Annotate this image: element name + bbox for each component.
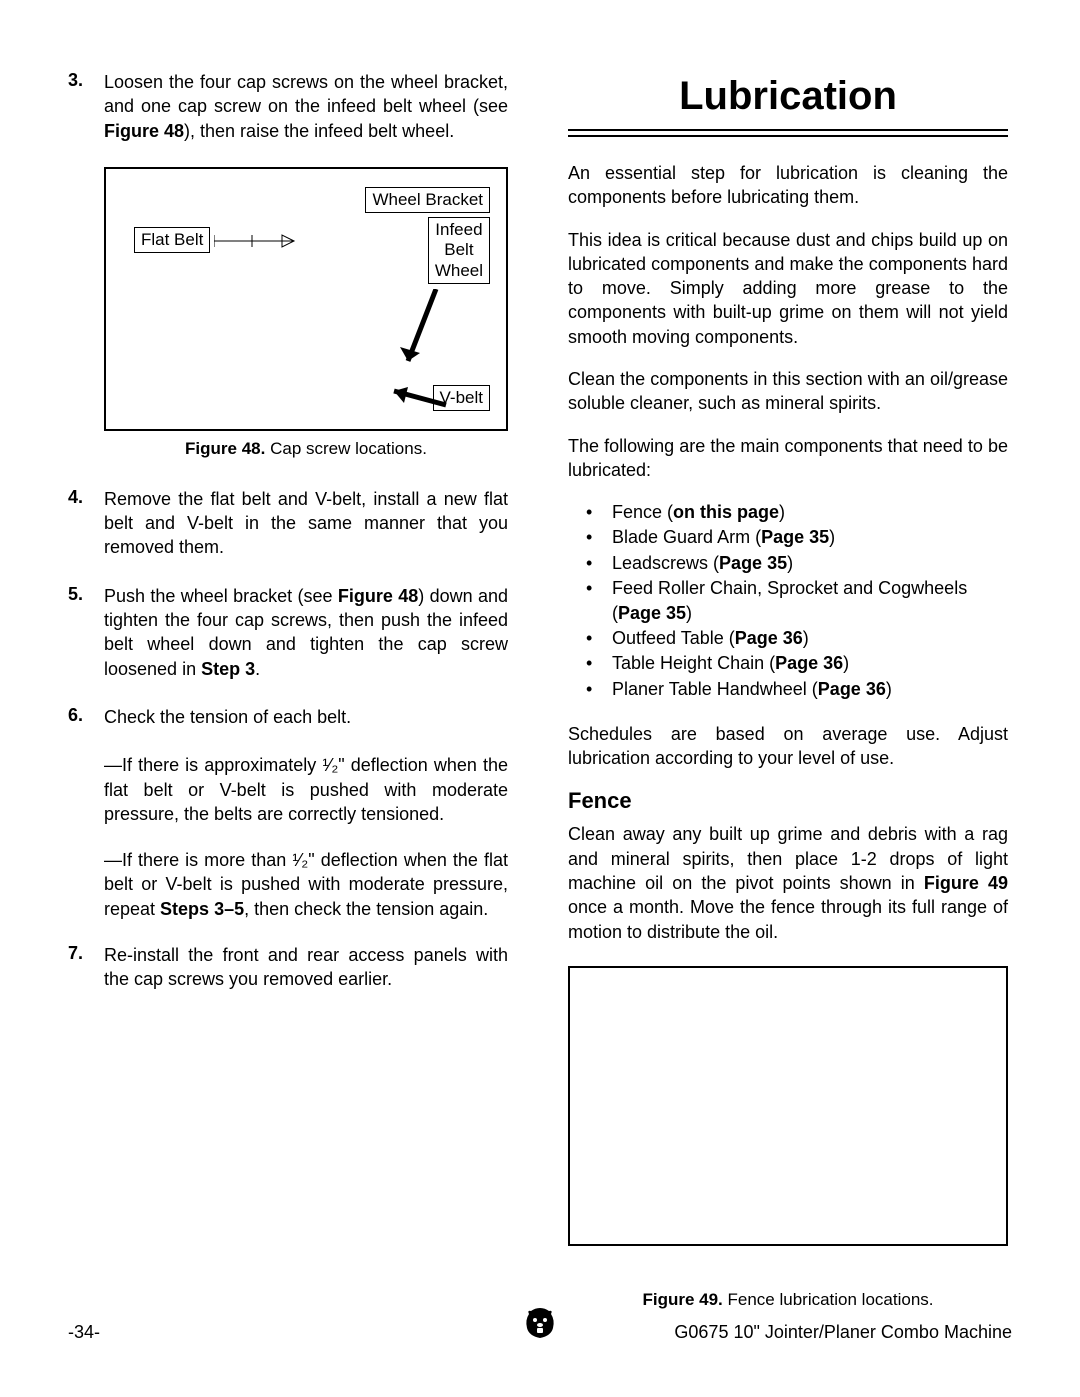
text: ) (886, 679, 892, 699)
label-wheel-bracket: Wheel Bracket (365, 187, 490, 213)
subsection-title: Fence (568, 788, 1008, 814)
figure-ref: Figure 49 (924, 873, 1008, 893)
arrow-vbelt (386, 383, 456, 413)
text: ) (686, 603, 692, 623)
step-5: 5. Push the wheel bracket (see Figure 48… (68, 584, 508, 681)
figure-ref: Figure 48 (338, 586, 418, 606)
caption-bold: Figure 49. (642, 1290, 722, 1309)
figure-48-caption: Figure 48. Cap screw locations. (104, 439, 508, 459)
paragraph: Schedules are based on average use. Adju… (568, 722, 1008, 771)
bear-logo-icon (523, 1306, 557, 1345)
list-item: Leadscrews (Page 35) (586, 551, 1008, 576)
right-column: Lubrication An essential step for lubric… (568, 70, 1008, 1310)
paragraph: An essential step for lubrication is cle… (568, 161, 1008, 210)
step-body: Push the wheel bracket (see Figure 48) d… (104, 584, 508, 681)
text: ) (779, 502, 785, 522)
ref: Page 35 (719, 553, 787, 573)
ref: Page 36 (775, 653, 843, 673)
text: once a month. Move the fence through its… (568, 897, 1008, 941)
text: , then check the tension again. (244, 899, 488, 919)
label-flat-belt: Flat Belt (134, 227, 210, 253)
list-item: Table Height Chain (Page 36) (586, 651, 1008, 676)
lubrication-list: Fence (on this page) Blade Guard Arm (Pa… (586, 500, 1008, 702)
step-ref: Step 3 (201, 659, 255, 679)
step-ref: Steps 3–5 (160, 899, 244, 919)
list-item: Fence (on this page) (586, 500, 1008, 525)
ref: Page 35 (761, 527, 829, 547)
step-number: 5. (68, 584, 104, 681)
page-footer: -34- G0675 10" Jointer/Planer Combo Mach… (68, 1322, 1012, 1343)
step-number: 6. (68, 705, 104, 729)
label-infeed-belt-wheel: Infeed Belt Wheel (428, 217, 490, 284)
section-title: Lubrication (568, 70, 1008, 119)
text: ) (843, 653, 849, 673)
text: ) (829, 527, 835, 547)
text: ) (803, 628, 809, 648)
list-item: Feed Roller Chain, Sprocket and Cogwheel… (586, 576, 1008, 626)
step-6-sub-a: —If there is approximately ¹⁄₂" deflecti… (104, 753, 508, 826)
left-column: 3. Loosen the four cap screws on the whe… (68, 70, 508, 1310)
figure-ref: Figure 48 (104, 121, 184, 141)
step-number: 4. (68, 487, 104, 560)
paragraph: Clean the components in this section wit… (568, 367, 1008, 416)
text: ) (787, 553, 793, 573)
figure-49-caption: Figure 49. Fence lubrication locations. (568, 1290, 1008, 1310)
step-number: 7. (68, 943, 104, 992)
step-body: Re-install the front and rear access pan… (104, 943, 508, 992)
list-item: Blade Guard Arm (Page 35) (586, 525, 1008, 550)
text: Outfeed Table ( (612, 628, 735, 648)
step-body: Loosen the four cap screws on the wheel … (104, 70, 508, 143)
caption-text: Cap screw locations. (265, 439, 427, 458)
section-rule (568, 129, 1008, 137)
ref: Page 36 (818, 679, 886, 699)
text: ), then raise the infeed belt wheel. (184, 121, 454, 141)
step-body: Check the tension of each belt. (104, 705, 351, 729)
arrow-infeed (396, 289, 446, 379)
caption-text: Fence lubrication locations. (723, 1290, 934, 1309)
two-column-layout: 3. Loosen the four cap screws on the whe… (68, 70, 1012, 1310)
ref: Page 36 (735, 628, 803, 648)
text: Loosen the four cap screws on the wheel … (104, 72, 508, 116)
step-3: 3. Loosen the four cap screws on the whe… (68, 70, 508, 143)
list-item: Outfeed Table (Page 36) (586, 626, 1008, 651)
text: Push the wheel bracket (see (104, 586, 338, 606)
text: Fence ( (612, 502, 673, 522)
step-4: 4. Remove the flat belt and V-belt, inst… (68, 487, 508, 560)
caption-bold: Figure 48. (185, 439, 265, 458)
text: Blade Guard Arm ( (612, 527, 761, 547)
diagram-box: Wheel Bracket Flat Belt Infeed Belt Whee… (104, 167, 508, 431)
list-item: Planer Table Handwheel (Page 36) (586, 677, 1008, 702)
ref: on this page (673, 502, 779, 522)
paragraph: Clean away any built up grime and debris… (568, 822, 1008, 943)
paragraph: This idea is critical because dust and c… (568, 228, 1008, 349)
text: Leadscrews ( (612, 553, 719, 573)
page-number: -34- (68, 1322, 100, 1343)
step-7: 7. Re-install the front and rear access … (68, 943, 508, 992)
figure-49-placeholder (568, 966, 1008, 1246)
step-number: 3. (68, 70, 104, 143)
model-name: G0675 10" Jointer/Planer Combo Machine (674, 1322, 1012, 1343)
ref: Page 35 (618, 603, 686, 623)
step-6: 6. Check the tension of each belt. (68, 705, 508, 729)
text: Table Height Chain ( (612, 653, 775, 673)
text: Planer Table Handwheel ( (612, 679, 818, 699)
paragraph: The following are the main components th… (568, 434, 1008, 483)
figure-48: Wheel Bracket Flat Belt Infeed Belt Whee… (104, 167, 508, 459)
arrow-flat-belt (214, 231, 314, 251)
step-body: Remove the flat belt and V-belt, install… (104, 487, 508, 560)
step-6-sub-b: —If there is more than ¹⁄₂" deflection w… (104, 848, 508, 921)
text: . (255, 659, 260, 679)
